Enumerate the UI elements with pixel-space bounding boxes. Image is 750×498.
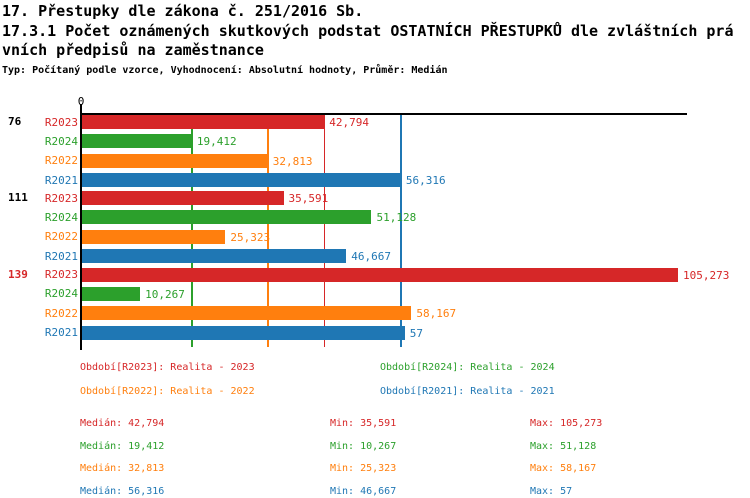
group-label-139: 139 [8,267,28,281]
bar-value-label: 35,591 [288,192,329,205]
row-label-r2024: R2024 [44,287,78,301]
row-label-r2022: R2022 [44,154,78,168]
bar-value-label: 46,667 [351,250,391,264]
stat-min-r2022: Min: 25,323 [330,463,397,474]
x-axis-line [80,113,687,115]
stat-median-r2021: Medián: 56,316 [80,486,165,497]
bar-r2021-group-76 [82,173,401,188]
x-axis-tick-label: 0 [77,95,85,108]
bar-value-label: 19,412 [196,135,237,149]
median-line-r2021 [400,114,402,347]
stat-max-r2024: Max: 51,128 [530,441,597,452]
row-label-r2021: R2021 [44,326,78,340]
bar-r2023-group-139 [82,267,679,282]
bar-r2022-group-111 [82,229,226,244]
bar-r2024-group-139 [82,286,141,301]
row-label-r2023: R2023 [44,115,78,129]
stat-median-r2024: Medián: 19,412 [80,441,165,452]
stat-median-r2023: Medián: 42,794 [80,418,165,429]
bar-value-label: 10,267 [145,287,185,301]
group-label-111: 111 [8,191,28,204]
bar-r2021-group-139 [82,325,405,340]
group-label-76: 76 [8,115,22,128]
stat-min-r2024: Min: 10,267 [330,441,397,452]
median-line-r2023 [323,114,326,347]
bar-value-label: 57 [409,326,423,340]
bar-value-label: 25,323 [230,230,271,244]
page-title-line3: vních předpisů na zaměstnance [2,41,264,59]
bar-r2023-group-111 [82,191,284,205]
row-label-r2021: R2021 [44,173,78,187]
row-label-r2023: R2023 [44,191,78,205]
row-label-r2024: R2024 [44,134,78,148]
median-line-r2022 [267,114,269,347]
stat-min-r2023: Min: 35,591 [330,418,397,429]
bar-value-label: 105,273 [683,268,730,282]
row-label-r2024: R2024 [44,210,78,224]
bar-r2024-group-111 [82,210,372,225]
bar-r2022-group-139 [82,306,412,321]
legend-item-r2022: Období[R2022]: Realita - 2022 [80,386,255,397]
bar-r2024-group-76 [82,134,192,149]
bar-value-label: 56,316 [405,174,446,188]
legend-item-r2024: Období[R2024]: Realita - 2024 [380,362,555,373]
bar-r2022-group-76 [82,153,268,168]
stat-max-r2021: Max: 57 [530,486,573,497]
bar-r2023-group-76 [82,115,325,129]
stat-min-r2021: Min: 46,667 [330,486,397,497]
bar-value-label: 58,167 [416,307,457,321]
bar-value-label: 42,794 [329,116,370,129]
row-label-r2021: R2021 [44,249,78,263]
y-axis-line [80,104,82,350]
stat-max-r2023: Max: 105,273 [530,418,603,429]
bar-value-label: 51,128 [376,211,417,225]
row-label-r2022: R2022 [44,306,78,320]
row-label-r2023: R2023 [44,268,78,281]
stat-median-r2022: Medián: 32,813 [80,463,165,474]
row-label-r2022: R2022 [44,230,78,244]
legend-item-r2021: Období[R2021]: Realita - 2021 [380,386,555,397]
chart-subtitle: Typ: Počítaný podle vzorce, Vyhodnocení:… [2,65,448,76]
bar-value-label: 32,813 [272,154,313,168]
stat-max-r2022: Max: 58,167 [530,463,597,474]
page-title-line1: 17. Přestupky dle zákona č. 251/2016 Sb. [2,2,364,20]
bar-r2021-group-111 [82,249,347,264]
legend-item-r2023: Období[R2023]: Realita - 2023 [80,362,255,373]
page-title-line2: 17.3.1 Počet oznámených skutkových podst… [2,22,734,40]
